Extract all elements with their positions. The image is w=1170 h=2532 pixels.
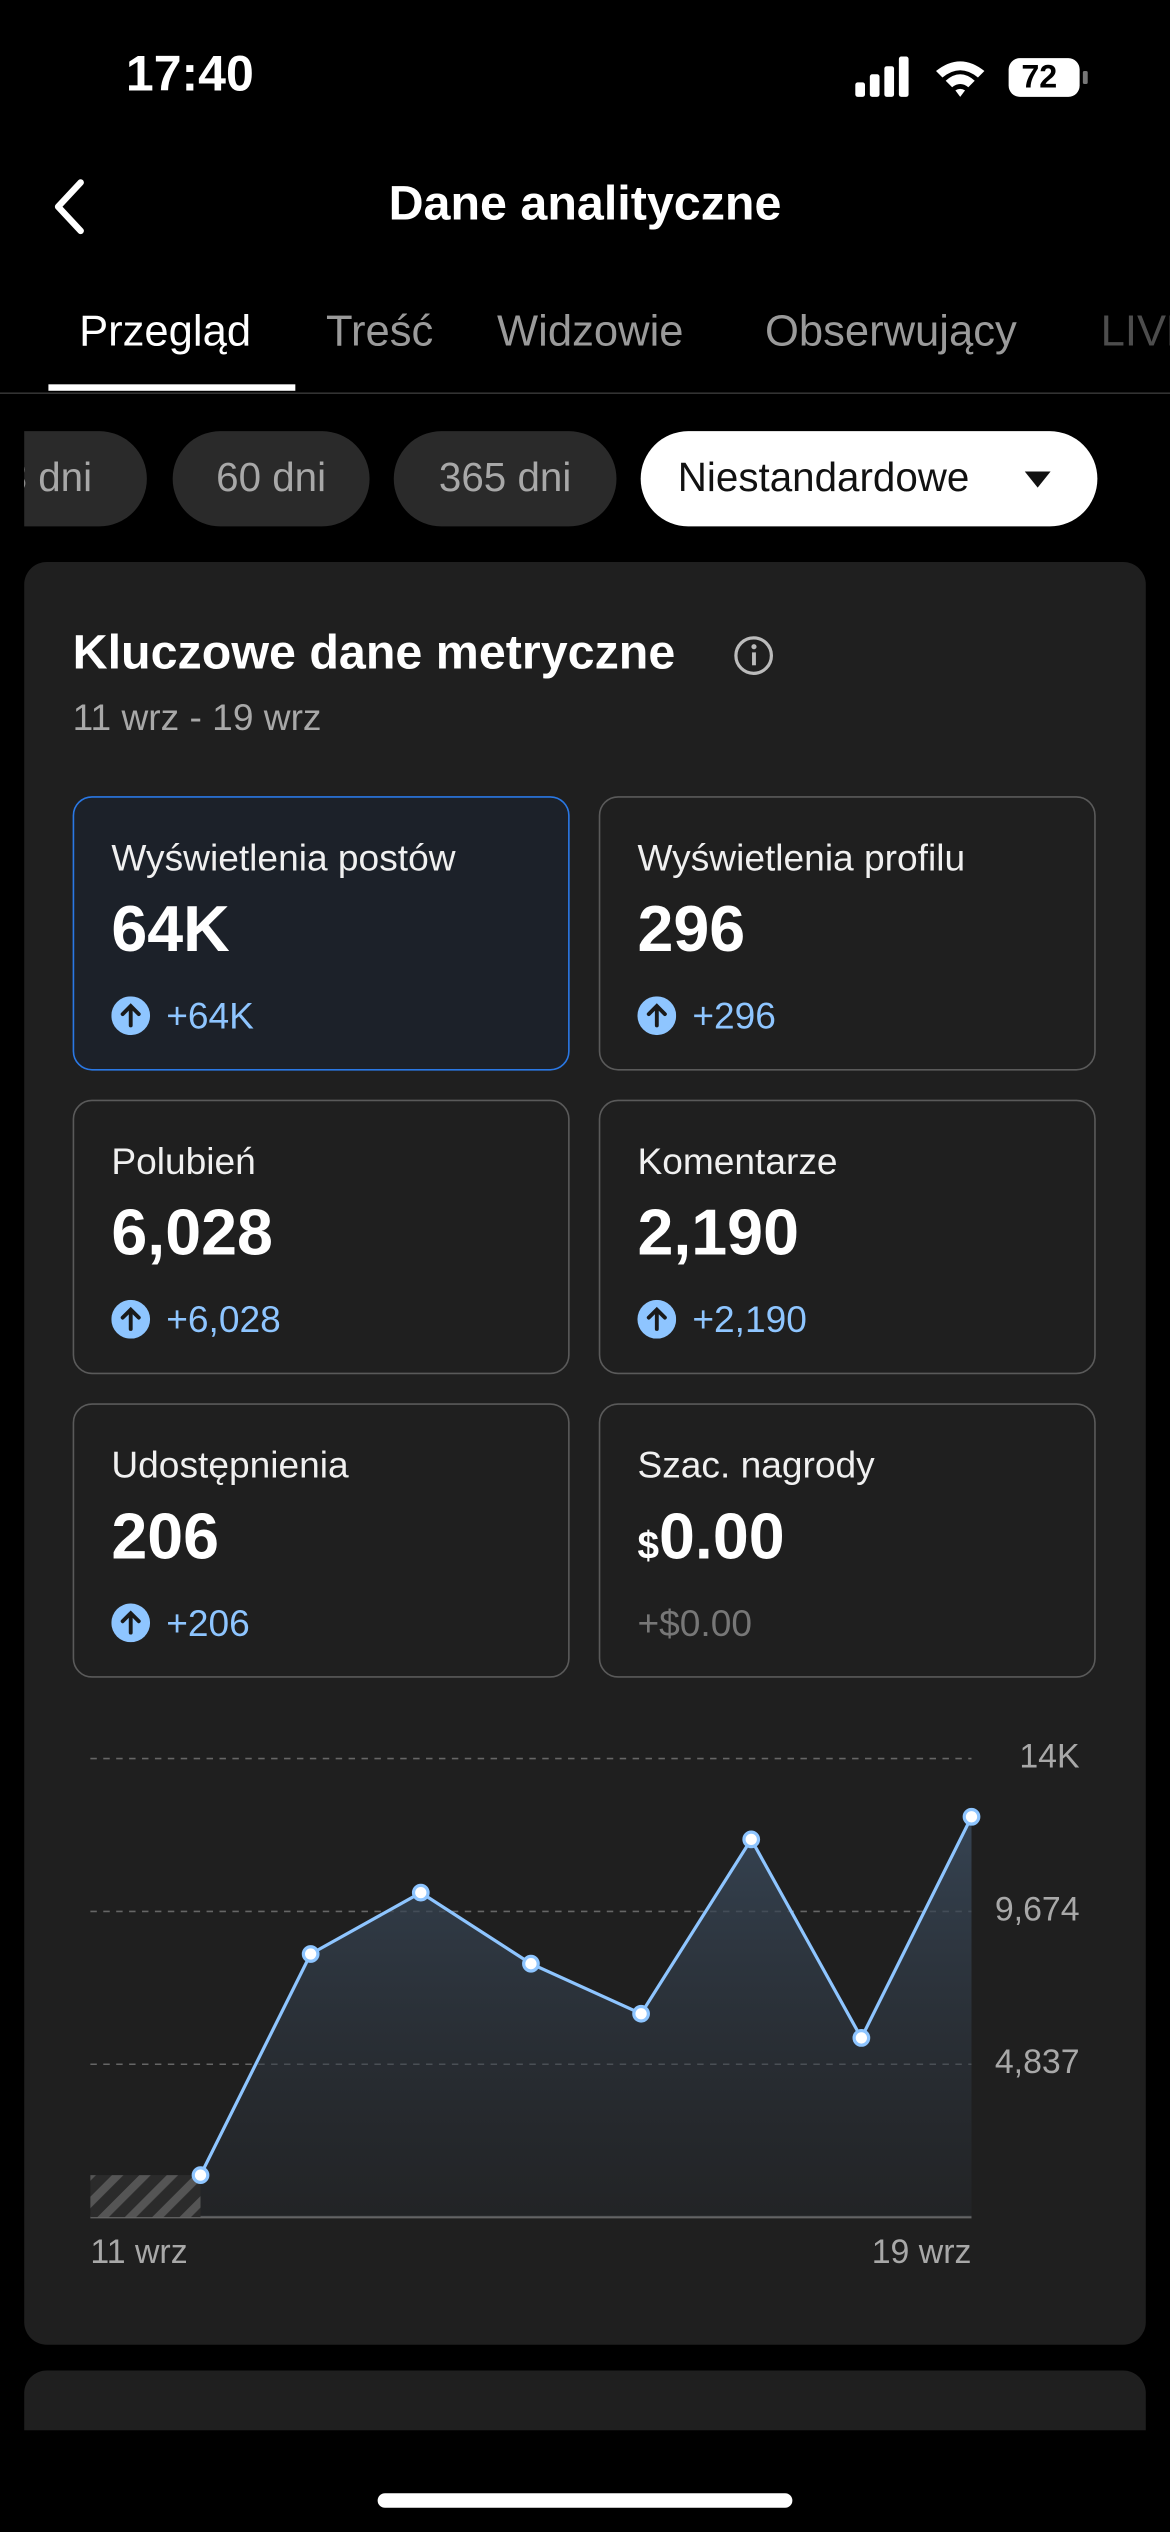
tab[interactable]: LIVE: [1100, 306, 1170, 356]
metric-change: +64K: [166, 994, 254, 1037]
status-icons: 72: [855, 56, 1088, 97]
metric-label: Szac. nagrody: [637, 1443, 875, 1486]
metric-value: 206: [111, 1502, 219, 1575]
metric-change: +206: [166, 1601, 250, 1644]
range-pill[interactable]: 28 dni: [24, 431, 147, 527]
metric-change: +$0.00: [637, 1601, 753, 1644]
icon-arrow: [646, 1306, 667, 1331]
no-data-hatch: [90, 2175, 201, 2218]
y-tick-label: 9,674: [995, 1890, 1080, 1928]
value: 6,028: [111, 1198, 273, 1270]
value: 206: [111, 1501, 220, 1573]
metric-card[interactable]: Wyświetlenia postów 64K +64K: [72, 796, 570, 1071]
value: 0.00: [659, 1501, 785, 1573]
trend-icon: [111, 1603, 151, 1643]
battery-level: 72: [1021, 59, 1057, 95]
dropdown-arrow: [1024, 471, 1051, 488]
metric-value: 64K: [111, 895, 229, 968]
trend-icon: [111, 1299, 151, 1339]
metric-card[interactable]: Szac. nagrody $0.00 +$0.00: [598, 1403, 1096, 1678]
date-range: 11 wrz - 19 wrz: [72, 695, 322, 738]
range-row: 28 dni 60 dni 365 dni Niestandardowe: [24, 0, 1170, 549]
point: [411, 1883, 430, 1902]
page-title: Dane analityczne: [388, 177, 782, 231]
metric-change: +2,190: [692, 1298, 807, 1341]
y-tick-label: 14K: [1019, 1737, 1080, 1775]
area: [200, 1816, 972, 2218]
point: [962, 1807, 981, 1826]
divider: [0, 392, 1170, 395]
metric-card[interactable]: Komentarze 2,190 +2,190: [598, 1099, 1096, 1375]
metric-value: 296: [637, 895, 745, 968]
chart: 4,837 9,674 14K 11 wrz 19 wrz: [90, 1737, 1080, 2271]
tab-indicator: [48, 384, 296, 391]
range-label: Niestandardowe: [677, 455, 970, 501]
tab[interactable]: Przegląd: [79, 306, 252, 356]
range-pill[interactable]: 60 dni: [172, 431, 370, 527]
currency: $: [637, 1524, 660, 1568]
metric-value: 6,028: [111, 1198, 273, 1271]
tab[interactable]: Obserwujący: [764, 306, 1017, 356]
metric-card[interactable]: Polubień 6,028 +6,028: [72, 1099, 570, 1375]
metric-card[interactable]: Udostępnienia 206 +206: [72, 1403, 570, 1678]
point: [191, 2166, 210, 2185]
point: [852, 2029, 871, 2047]
metric-change: +296: [692, 994, 776, 1037]
value: 296: [637, 894, 746, 966]
metric-label: Wyświetlenia postów: [111, 836, 456, 879]
metric-card[interactable]: Wyświetlenia profilu 296 +296: [598, 796, 1096, 1071]
x-tick-label: 11 wrz: [90, 2233, 187, 2271]
point: [522, 1954, 540, 1973]
metric-change: +6,028: [166, 1298, 281, 1341]
trend-icon: [637, 996, 677, 1036]
icon-arrow: [646, 1003, 667, 1028]
metric-label: Komentarze: [637, 1140, 838, 1183]
info-icon[interactable]: [733, 635, 775, 677]
section-title: Kluczowe dane metryczne: [72, 626, 676, 680]
range-pill[interactable]: 365 dni: [393, 431, 617, 527]
metric-label: Wyświetlenia profilu: [637, 836, 966, 879]
trend-icon: [111, 996, 151, 1036]
icon-arrow: [120, 1306, 141, 1331]
icon-arrow: [120, 1610, 141, 1635]
point: [742, 1830, 761, 1849]
metric-label: Udostępnienia: [111, 1443, 349, 1486]
y-tick-label: 4,837: [995, 2043, 1080, 2081]
line: [199, 1816, 973, 2176]
metric-value: 2,190: [637, 1198, 799, 1271]
metric-label: Polubień: [111, 1140, 256, 1183]
metric-value: $0.00: [637, 1502, 784, 1575]
back-button[interactable]: [45, 178, 93, 236]
home-indicator: [377, 2493, 793, 2508]
point: [632, 2004, 650, 2023]
tab[interactable]: Treść: [325, 306, 434, 356]
x-tick-label: 19 wrz: [872, 2233, 972, 2271]
value: 2,190: [637, 1198, 800, 1270]
range-pill-active[interactable]: Niestandardowe: [640, 431, 1098, 527]
value: 64K: [111, 894, 230, 966]
icon-arrow: [120, 1003, 141, 1028]
tab[interactable]: Widzowie: [497, 306, 684, 356]
point: [301, 1945, 320, 1963]
time: 17:40: [125, 45, 254, 102]
next-panel: [24, 2370, 1146, 2431]
trend-icon: [637, 1299, 677, 1339]
